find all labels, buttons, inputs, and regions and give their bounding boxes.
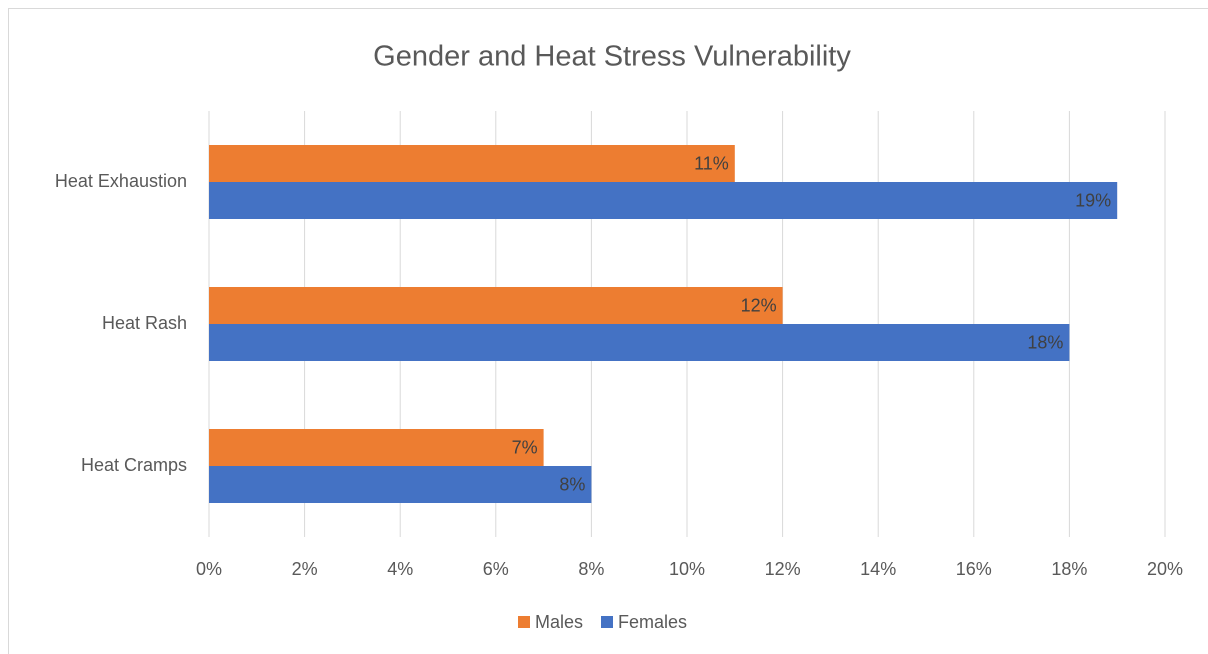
y-tick-label: Heat Exhaustion [55, 171, 187, 191]
bar [209, 466, 592, 503]
data-label: 7% [512, 437, 538, 457]
data-label: 11% [694, 153, 729, 173]
x-tick-label: 8% [578, 559, 604, 579]
legend-swatch [518, 616, 530, 628]
data-label: 8% [559, 474, 585, 494]
x-tick-label: 6% [483, 559, 509, 579]
x-tick-label: 20% [1147, 559, 1183, 579]
x-tick-label: 14% [860, 559, 896, 579]
data-label: 19% [1075, 190, 1111, 210]
bar [209, 145, 735, 182]
x-tick-label: 16% [956, 559, 992, 579]
x-tick-label: 10% [669, 559, 705, 579]
y-tick-label: Heat Rash [102, 313, 187, 333]
legend-label: Females [618, 612, 687, 632]
bar [209, 287, 783, 324]
legend-label: Males [535, 612, 583, 632]
x-tick-label: 2% [292, 559, 318, 579]
bar [209, 324, 1070, 361]
bar [209, 429, 544, 466]
data-label: 12% [741, 295, 777, 315]
y-tick-label: Heat Cramps [81, 455, 187, 475]
x-tick-label: 4% [387, 559, 413, 579]
x-tick-label: 0% [196, 559, 222, 579]
x-tick-label: 12% [765, 559, 801, 579]
bar [209, 182, 1118, 219]
chart-title: Gender and Heat Stress Vulnerability [373, 41, 851, 73]
legend-swatch [601, 616, 613, 628]
x-tick-label: 18% [1051, 559, 1087, 579]
data-label: 18% [1027, 332, 1063, 352]
